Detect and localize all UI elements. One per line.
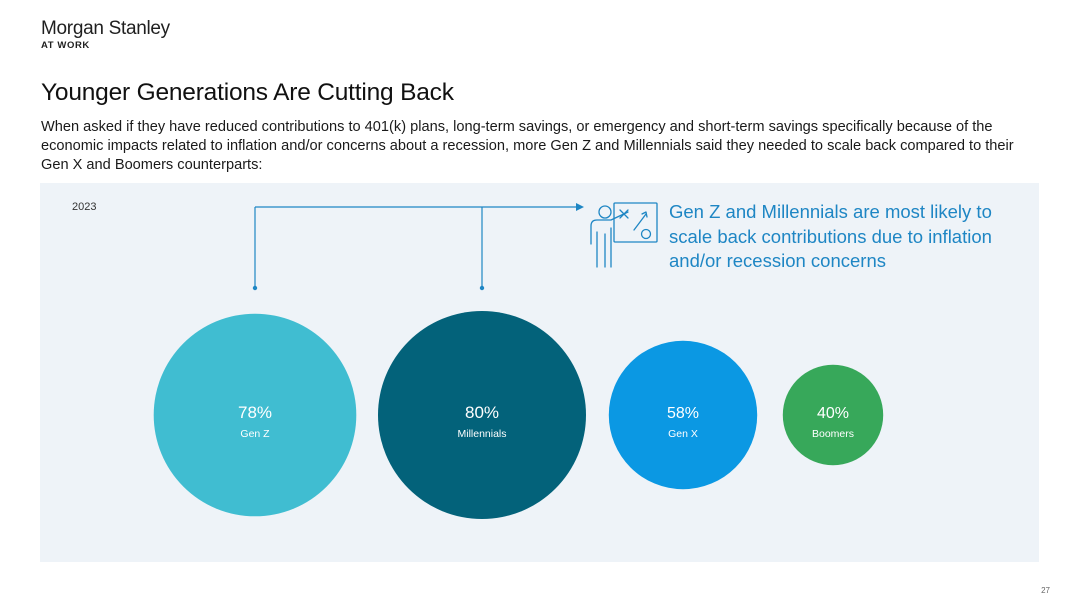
bubbles-group: 78% Gen Z 80% Millennials 58% Gen X 40% Boomers — [153, 311, 884, 519]
page-number: 27 — [1041, 586, 1050, 595]
bubble-label-millennials: Millennials — [457, 428, 506, 440]
connector-bracket — [254, 206, 576, 288]
bubble-value-gen-z: 78% — [238, 403, 272, 422]
bubble-label-gen-x: Gen X — [668, 428, 698, 440]
bubble-millennials — [378, 311, 586, 519]
bubble-value-millennials: 80% — [465, 403, 499, 422]
callout-text: Gen Z and Millennials are most likely to… — [669, 201, 992, 271]
logo-subtitle: AT WORK — [41, 40, 90, 51]
bubble-label-gen-z: Gen Z — [240, 428, 270, 440]
page-subtitle: When asked if they have reduced contribu… — [41, 119, 1014, 173]
bubble-label-boomers: Boomers — [812, 428, 854, 440]
page-title: Younger Generations Are Cutting Back — [41, 79, 454, 106]
year-label: 2023 — [72, 201, 97, 213]
connector-dot-millennials — [479, 285, 485, 291]
bubble-gen-x — [608, 340, 758, 490]
logo: Morgan Stanley AT WORK — [41, 18, 170, 52]
connector-arrowhead — [576, 203, 584, 211]
bubble-value-gen-x: 58% — [667, 405, 699, 422]
bubble-value-boomers: 40% — [817, 405, 849, 422]
bubble-gen-z — [153, 313, 357, 517]
logo-name: Morgan Stanley — [41, 18, 170, 39]
bubble-boomers — [782, 364, 884, 466]
presentation-teacher-icon — [590, 202, 658, 268]
connector-dot-gen-z — [252, 285, 258, 291]
